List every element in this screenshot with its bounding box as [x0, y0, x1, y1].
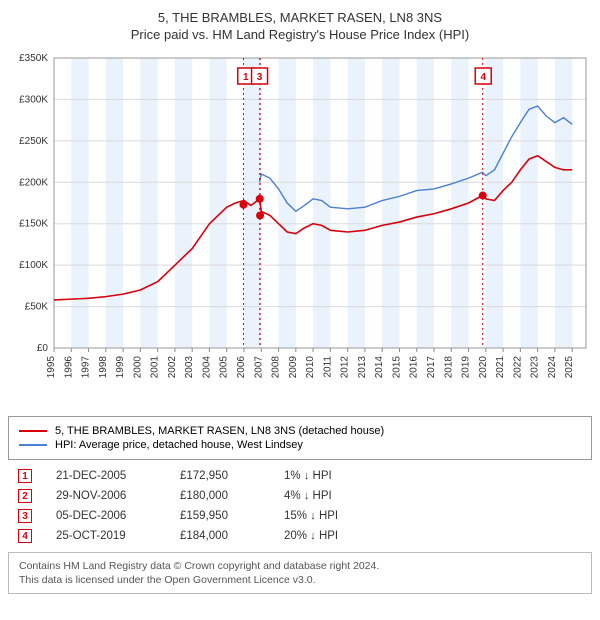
svg-text:2022: 2022: [512, 356, 523, 379]
table-row: 3 05-DEC-2006 £159,950 15% ↓ HPI: [8, 506, 592, 526]
svg-text:2010: 2010: [305, 356, 316, 379]
svg-text:1996: 1996: [63, 356, 74, 379]
svg-text:£350K: £350K: [19, 53, 48, 64]
svg-text:2017: 2017: [426, 356, 437, 379]
down-arrow-icon: ↓: [310, 510, 316, 522]
svg-text:2018: 2018: [443, 356, 454, 379]
sale-marker-3: 3: [18, 509, 32, 523]
svg-text:2021: 2021: [495, 356, 506, 379]
chart-area: £0 £50K £100K £150K £200K £250K £300K £350K 1995…: [8, 48, 592, 408]
svg-text:£150K: £150K: [19, 219, 48, 230]
svg-text:2012: 2012: [340, 356, 351, 379]
svg-text:2009: 2009: [288, 356, 299, 379]
legend-item-hpi: HPI: Average price, detached house, West…: [19, 439, 581, 451]
legend-label-property: 5, THE BRAMBLES, MARKET RASEN, LN8 3NS (…: [55, 425, 384, 437]
sales-table: 1 21-DEC-2005 £172,950 1% ↓ HPI 2 29-NOV…: [8, 466, 592, 546]
svg-text:1: 1: [243, 72, 249, 83]
svg-text:1998: 1998: [98, 356, 109, 379]
svg-text:2007: 2007: [253, 356, 264, 379]
chart-title-line2: Price paid vs. HM Land Registry's House …: [8, 27, 592, 42]
legend-swatch-property: [19, 430, 47, 432]
legend-swatch-hpi: [19, 444, 47, 446]
sale-price: £180,000: [180, 490, 260, 502]
svg-text:2015: 2015: [391, 356, 402, 379]
line-chart-svg: £0 £50K £100K £150K £200K £250K £300K £350K 1995…: [8, 48, 592, 408]
svg-text:2020: 2020: [478, 356, 489, 379]
svg-text:1999: 1999: [115, 356, 126, 379]
svg-text:£200K: £200K: [19, 177, 48, 188]
sale-date: 25-OCT-2019: [56, 530, 156, 542]
svg-text:4: 4: [480, 72, 486, 83]
svg-text:£50K: £50K: [25, 302, 49, 313]
svg-text:2004: 2004: [201, 356, 212, 379]
svg-text:£300K: £300K: [19, 94, 48, 105]
attribution-footer: Contains HM Land Registry data © Crown c…: [8, 552, 592, 594]
svg-text:2025: 2025: [564, 356, 575, 379]
sale-marker-2: 2: [18, 489, 32, 503]
footer-line2: This data is licensed under the Open Gov…: [19, 573, 581, 587]
down-arrow-icon: ↓: [304, 470, 310, 482]
legend-item-property: 5, THE BRAMBLES, MARKET RASEN, LN8 3NS (…: [19, 425, 581, 437]
svg-text:2024: 2024: [547, 356, 558, 379]
sale-price: £159,950: [180, 510, 260, 522]
sale-hpi-delta: 1% ↓ HPI: [284, 470, 384, 482]
svg-text:2008: 2008: [271, 356, 282, 379]
legend: 5, THE BRAMBLES, MARKET RASEN, LN8 3NS (…: [8, 416, 592, 460]
svg-text:2001: 2001: [150, 356, 161, 379]
sale-marker-1: 1: [18, 469, 32, 483]
sale-hpi-delta: 4% ↓ HPI: [284, 490, 384, 502]
sale-price: £184,000: [180, 530, 260, 542]
svg-text:2023: 2023: [530, 356, 541, 379]
sale-date: 29-NOV-2006: [56, 490, 156, 502]
svg-text:2016: 2016: [409, 356, 420, 379]
svg-text:1997: 1997: [81, 356, 92, 379]
table-row: 2 29-NOV-2006 £180,000 4% ↓ HPI: [8, 486, 592, 506]
svg-text:3: 3: [257, 72, 263, 83]
svg-text:2011: 2011: [322, 356, 333, 378]
down-arrow-icon: ↓: [310, 530, 316, 542]
sale-hpi-delta: 15% ↓ HPI: [284, 510, 384, 522]
svg-text:2003: 2003: [184, 356, 195, 379]
chart-title-block: 5, THE BRAMBLES, MARKET RASEN, LN8 3NS P…: [8, 10, 592, 42]
legend-label-hpi: HPI: Average price, detached house, West…: [55, 439, 303, 451]
sale-price: £172,950: [180, 470, 260, 482]
sale-date: 05-DEC-2006: [56, 510, 156, 522]
svg-text:2013: 2013: [357, 356, 368, 379]
svg-text:1995: 1995: [46, 356, 57, 379]
footer-line1: Contains HM Land Registry data © Crown c…: [19, 559, 581, 573]
svg-text:2014: 2014: [374, 356, 385, 379]
table-row: 4 25-OCT-2019 £184,000 20% ↓ HPI: [8, 526, 592, 546]
svg-text:£250K: £250K: [19, 136, 48, 147]
svg-text:2019: 2019: [461, 356, 472, 379]
sale-marker-4: 4: [18, 529, 32, 543]
svg-text:2000: 2000: [132, 356, 143, 379]
sale-hpi-delta: 20% ↓ HPI: [284, 530, 384, 542]
svg-text:2005: 2005: [219, 356, 230, 379]
down-arrow-icon: ↓: [304, 490, 310, 502]
sale-date: 21-DEC-2005: [56, 470, 156, 482]
svg-text:2002: 2002: [167, 356, 178, 379]
table-row: 1 21-DEC-2005 £172,950 1% ↓ HPI: [8, 466, 592, 486]
svg-text:£100K: £100K: [19, 260, 48, 271]
svg-text:2006: 2006: [236, 356, 247, 379]
svg-text:£0: £0: [37, 343, 49, 354]
chart-title-line1: 5, THE BRAMBLES, MARKET RASEN, LN8 3NS: [8, 10, 592, 25]
